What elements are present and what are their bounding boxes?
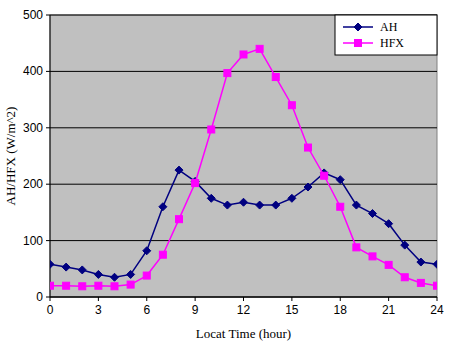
point [401, 274, 408, 281]
point [223, 201, 231, 209]
point [256, 45, 263, 52]
y-tick-label: 200 [23, 177, 43, 191]
point [159, 251, 166, 258]
x-tick [243, 297, 244, 301]
x-tick [50, 297, 51, 301]
point [288, 102, 295, 109]
point [224, 70, 231, 77]
point [240, 51, 247, 58]
x-tick [98, 297, 99, 301]
y-tick [46, 184, 50, 185]
point [352, 201, 360, 209]
point [240, 198, 248, 206]
point [79, 283, 86, 290]
chart-container: 0 100 200 300 400 500 0 3 6 9 12 15 18 21 24 Locat Time… [0, 0, 450, 351]
point [208, 126, 215, 133]
point [433, 260, 437, 268]
point [62, 263, 70, 271]
point [305, 144, 312, 151]
point [63, 282, 70, 289]
x-axis-label: Locat Time (hour) [196, 326, 291, 341]
x-tick [340, 297, 341, 301]
x-tick [437, 297, 438, 301]
x-tick-label: 15 [285, 303, 299, 317]
x-tick-label: 24 [430, 303, 444, 317]
x-tick-label: 9 [192, 303, 199, 317]
y-tick-label: 0 [36, 290, 43, 304]
point [369, 210, 377, 218]
point [94, 270, 102, 278]
grid-line [50, 240, 437, 241]
x-tick [388, 297, 389, 301]
plot-area [50, 15, 437, 297]
x-tick-label: 21 [382, 303, 396, 317]
point [401, 241, 409, 249]
point [304, 183, 312, 191]
point [434, 282, 438, 289]
point [192, 180, 199, 187]
x-tick-label: 6 [143, 303, 150, 317]
point [256, 201, 264, 209]
series-line [50, 170, 437, 277]
point [385, 220, 393, 228]
point [417, 279, 424, 286]
legend-label: HFX [380, 36, 404, 50]
x-tick [146, 297, 147, 301]
point [417, 258, 425, 266]
y-tick [46, 240, 50, 241]
point [336, 176, 344, 184]
point [143, 272, 150, 279]
point [111, 273, 119, 281]
chart-svg: 0 100 200 300 400 500 0 3 6 9 12 15 18 21 24 Locat Time… [0, 0, 450, 351]
series-line [50, 49, 437, 286]
x-tick [195, 297, 196, 301]
point [175, 166, 183, 174]
grid-line [50, 127, 437, 128]
x-tick-label: 0 [47, 303, 54, 317]
point [95, 282, 102, 289]
point [353, 244, 360, 251]
y-axis [50, 15, 51, 297]
y-tick [46, 71, 50, 72]
point [127, 270, 135, 278]
legend: AH HFX [335, 15, 437, 55]
point [272, 201, 280, 209]
y-tick [46, 15, 50, 16]
point [176, 216, 183, 223]
grid-line [50, 184, 437, 185]
x-tick-label: 12 [237, 303, 251, 317]
legend-marker [354, 23, 362, 31]
point [369, 253, 376, 260]
data-group [50, 45, 437, 289]
legend-label: AH [380, 20, 398, 34]
y-tick-label: 400 [23, 64, 43, 78]
point [159, 203, 167, 211]
point [321, 172, 328, 179]
point [337, 203, 344, 210]
point [111, 283, 118, 290]
legend-box [335, 15, 437, 55]
point [78, 266, 86, 274]
point [143, 247, 151, 255]
y-tick [46, 297, 50, 298]
point [127, 281, 134, 288]
point [288, 194, 296, 202]
y-tick [46, 127, 50, 128]
x-tick-label: 18 [334, 303, 348, 317]
x-tick [291, 297, 292, 301]
point [50, 260, 54, 268]
y-tick-label: 500 [23, 8, 43, 22]
legend-marker [355, 40, 362, 47]
x-tick-label: 3 [95, 303, 102, 317]
point [385, 261, 392, 268]
y-tick-label: 300 [23, 121, 43, 135]
grid-line [50, 71, 437, 72]
y-tick-label: 100 [23, 234, 43, 248]
point [272, 74, 279, 81]
y-axis-label: AH/HFX (W/m^2) [3, 107, 18, 206]
point [207, 194, 215, 202]
point [50, 282, 54, 289]
